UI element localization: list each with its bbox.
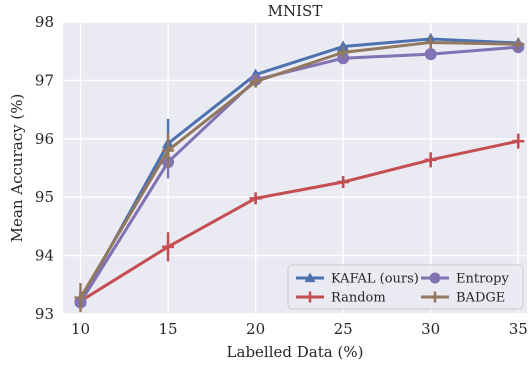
chart-title: MNIST [268, 2, 323, 20]
legend-label: KAFAL (ours) [331, 272, 419, 287]
x-tick-label: 25 [334, 320, 353, 338]
legend-label: Random [331, 291, 386, 306]
y-tick-label: 93 [35, 305, 54, 323]
y-tick-label: 94 [35, 247, 54, 265]
y-tick-label: 95 [35, 188, 54, 206]
x-axis-label: Labelled Data (%) [227, 343, 364, 361]
circle-marker [430, 273, 441, 284]
legend-label: BADGE [456, 291, 505, 306]
x-tick-label: 10 [71, 320, 90, 338]
y-tick-label: 96 [35, 130, 54, 148]
x-tick-label: 15 [159, 320, 178, 338]
x-tick-label: 30 [421, 320, 440, 338]
y-axis-label: Mean Accuracy (%) [8, 94, 26, 243]
legend-label: Entropy [456, 272, 509, 287]
legend: KAFAL (ours) Entropy Random BADGE [288, 265, 523, 309]
y-tick-label: 97 [35, 71, 54, 89]
x-tick-label: 20 [246, 320, 265, 338]
circle-marker [425, 48, 437, 60]
x-tick-label: 35 [509, 320, 528, 338]
y-tick-label: 98 [35, 13, 54, 31]
